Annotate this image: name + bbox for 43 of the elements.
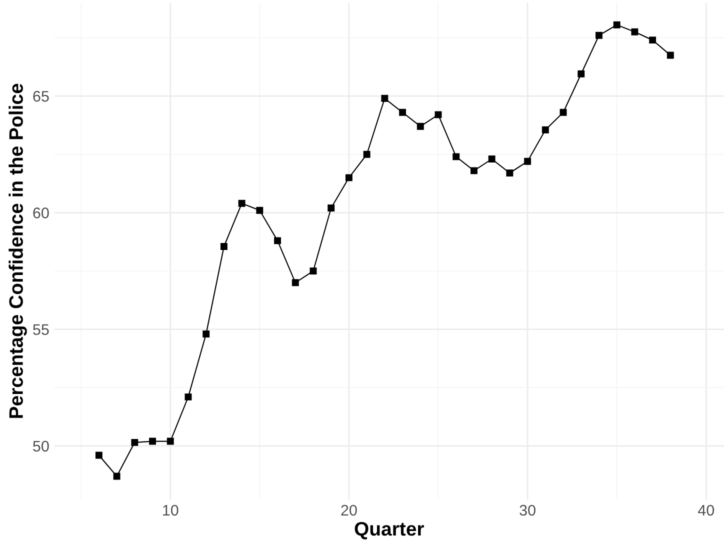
y-tick-label: 60 (33, 208, 49, 218)
point (524, 158, 532, 165)
point (381, 94, 388, 102)
point (470, 167, 478, 174)
y-tick-label: 55 (33, 324, 49, 335)
point (542, 126, 549, 134)
point (256, 206, 264, 214)
point (416, 122, 424, 130)
point (596, 32, 602, 39)
point (452, 153, 460, 160)
point (488, 156, 496, 162)
point (184, 393, 192, 400)
x-tick-label: 10 (163, 504, 178, 516)
point (434, 111, 442, 118)
x-tick-label: 30 (520, 504, 536, 516)
point (578, 70, 585, 78)
point (131, 438, 138, 446)
x-tick-label: 20 (341, 504, 357, 516)
point (95, 452, 102, 459)
point (613, 21, 620, 28)
point (631, 28, 638, 36)
point (399, 108, 406, 116)
point (666, 52, 674, 59)
point (506, 170, 514, 176)
point (149, 438, 156, 445)
x-axis-title: Quarter (354, 522, 424, 540)
point (220, 243, 228, 250)
point (166, 438, 174, 445)
point (202, 330, 210, 338)
point (363, 150, 370, 158)
point (238, 200, 246, 207)
point (560, 108, 567, 116)
point (649, 36, 656, 44)
point (274, 237, 282, 244)
y-axis-title: Percentage Confidence in the Police (8, 84, 27, 418)
y-tick-label: 50 (33, 440, 49, 452)
point (292, 279, 299, 286)
x-tick-label: 40 (698, 504, 714, 516)
point (328, 204, 335, 212)
y-tick-label: 65 (33, 90, 49, 102)
point (113, 472, 120, 480)
point (310, 268, 317, 274)
point (345, 174, 352, 182)
